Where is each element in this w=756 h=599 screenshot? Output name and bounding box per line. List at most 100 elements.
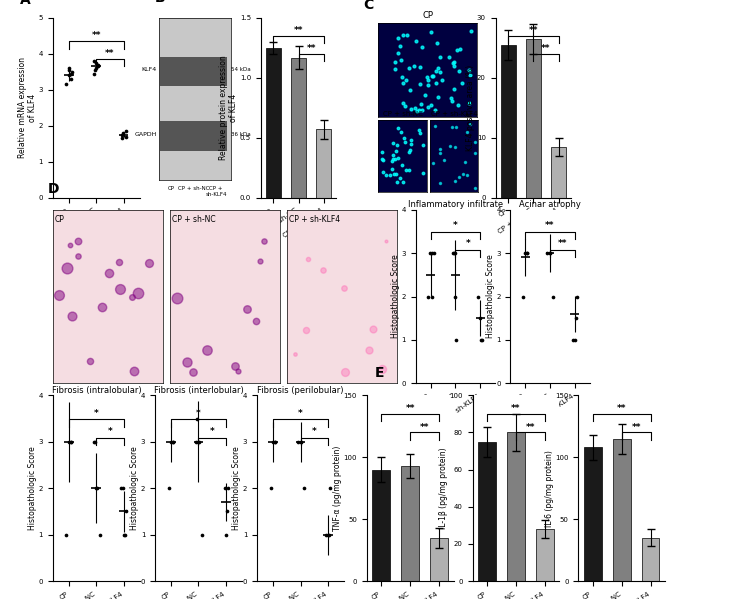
Point [116, 130, 128, 140]
Point [64, 69, 76, 78]
Y-axis label: Histopathologic Score: Histopathologic Score [391, 255, 400, 338]
Text: **: ** [617, 404, 627, 413]
Y-axis label: Relative mRNA expression
of KLF4: Relative mRNA expression of KLF4 [18, 58, 37, 158]
Point [88, 437, 100, 446]
Point [119, 507, 132, 516]
Point [571, 292, 583, 301]
Text: *: * [209, 427, 215, 436]
Point [422, 292, 434, 301]
FancyBboxPatch shape [160, 57, 227, 86]
Point [165, 437, 177, 446]
Point [321, 530, 333, 539]
Point [90, 63, 102, 73]
Bar [401, 466, 419, 581]
Point [424, 248, 436, 258]
Y-axis label: Histopathologic Score: Histopathologic Score [130, 446, 139, 530]
Bar [613, 438, 631, 581]
Bar [266, 48, 281, 198]
Y-axis label: TNF-α (pg/mg protein): TNF-α (pg/mg protein) [333, 446, 342, 531]
Y-axis label: Histopathologic Score: Histopathologic Score [28, 446, 37, 530]
Point [265, 483, 277, 493]
Point [449, 248, 461, 258]
Text: 36 kDa: 36 kDa [231, 132, 251, 137]
Point [521, 248, 533, 258]
Point [117, 530, 129, 539]
Text: 54 kDa: 54 kDa [231, 67, 251, 72]
Point [60, 80, 73, 89]
Point [196, 530, 208, 539]
Text: *: * [453, 222, 458, 231]
Point [426, 292, 438, 301]
Point [64, 437, 76, 446]
Text: *: * [311, 427, 317, 436]
Bar [500, 45, 516, 198]
Text: CP: CP [422, 11, 433, 20]
Point [167, 437, 179, 446]
Bar [642, 538, 659, 581]
Bar [551, 147, 566, 198]
Y-axis label: KLF4 positive area (%): KLF4 positive area (%) [466, 65, 476, 151]
Text: CP: CP [55, 215, 65, 224]
Text: **: ** [545, 222, 555, 231]
Point [450, 292, 462, 301]
Text: **: ** [105, 49, 115, 58]
Text: CP + sh-KLF4: CP + sh-KLF4 [431, 111, 478, 117]
Point [119, 530, 131, 539]
Point [541, 248, 553, 258]
Text: KLF4: KLF4 [141, 67, 156, 72]
Point [569, 335, 581, 345]
Point [89, 65, 101, 75]
Point [65, 74, 77, 84]
Point [89, 437, 101, 446]
Point [476, 335, 488, 345]
Text: *: * [196, 409, 201, 418]
Point [120, 132, 132, 141]
Point [115, 483, 127, 493]
Point [324, 483, 336, 493]
Text: **: ** [631, 422, 641, 431]
Bar [479, 441, 496, 581]
Bar [507, 432, 525, 581]
Text: **: ** [525, 422, 535, 431]
Title: Acinar atrophy: Acinar atrophy [519, 200, 581, 209]
Text: **: ** [405, 404, 415, 413]
Text: CP + sh-KLF4: CP + sh-KLF4 [290, 215, 341, 224]
Point [60, 530, 73, 539]
Text: **: ** [558, 239, 567, 248]
Text: A: A [20, 0, 31, 7]
Text: *: * [94, 409, 99, 418]
Title: Fibrosis (perilobular): Fibrosis (perilobular) [257, 386, 344, 395]
Text: D: D [48, 181, 59, 196]
Point [191, 414, 203, 423]
Text: E: E [374, 367, 384, 380]
Title: Fibrosis (interlobular): Fibrosis (interlobular) [153, 386, 243, 395]
Point [64, 65, 76, 75]
Point [267, 437, 279, 446]
Bar [430, 538, 448, 581]
Text: *: * [466, 239, 470, 248]
Text: **: ** [420, 422, 429, 431]
Point [193, 437, 205, 446]
Point [64, 63, 76, 73]
Point [89, 58, 101, 68]
Point [544, 248, 556, 258]
Y-axis label: IL-6 (pg/mg protein): IL-6 (pg/mg protein) [545, 450, 553, 527]
Point [116, 483, 129, 493]
Text: *: * [107, 427, 113, 436]
Y-axis label: Histopathologic Score: Histopathologic Score [232, 446, 241, 530]
Point [91, 62, 104, 71]
Point [67, 67, 79, 77]
Point [473, 313, 485, 323]
Point [268, 437, 280, 446]
Text: **: ** [306, 44, 316, 53]
Point [94, 530, 106, 539]
Text: GAPDH: GAPDH [135, 132, 156, 137]
Text: *: * [298, 409, 303, 418]
Title: Fibrosis (intralobular): Fibrosis (intralobular) [51, 386, 141, 395]
Point [570, 313, 582, 323]
Text: **: ** [294, 26, 303, 35]
Point [547, 292, 559, 301]
Point [519, 248, 531, 258]
Point [91, 483, 103, 493]
Point [448, 248, 460, 258]
